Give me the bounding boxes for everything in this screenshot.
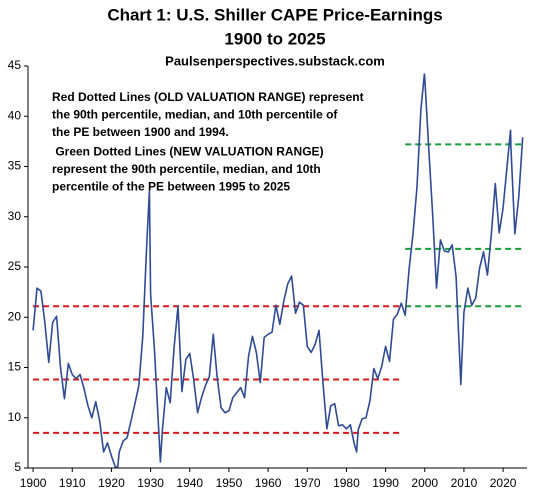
cape-line — [32, 73, 524, 468]
chart-subtitle: Paulsenperspectives.substack.com — [165, 53, 385, 68]
y-tick-label: 35 — [8, 159, 22, 173]
chart-title: Chart 1: U.S. Shiller CAPE Price-Earning… — [107, 5, 442, 24]
annotation: Green Dotted Lines (NEW VALUATION RANGE) — [52, 145, 324, 159]
x-tick-label: 1960 — [255, 476, 282, 490]
x-tick-label: 1920 — [98, 476, 125, 490]
annotation: percentile of the PE between 1995 to 202… — [52, 180, 290, 194]
x-tick-label: 1980 — [333, 476, 360, 490]
x-tick-label: 2010 — [451, 476, 478, 490]
chart-title: 1900 to 2025 — [224, 29, 325, 48]
x-tick-label: 1990 — [372, 476, 399, 490]
y-tick-label: 20 — [8, 309, 22, 323]
y-tick-label: 15 — [8, 360, 22, 374]
annotation: the 90th percentile, median, and 10th pe… — [52, 108, 338, 122]
y-tick-label: 45 — [8, 58, 22, 72]
y-tick-label: 10 — [8, 410, 22, 424]
x-tick-label: 1930 — [137, 476, 164, 490]
y-tick-label: 40 — [8, 108, 22, 122]
y-tick-label: 25 — [8, 259, 22, 273]
x-tick-label: 1950 — [216, 476, 243, 490]
x-tick-label: 2000 — [411, 476, 438, 490]
y-tick-label: 5 — [14, 460, 21, 474]
annotation: Red Dotted Lines (OLD VALUATION RANGE) r… — [52, 90, 364, 104]
annotation: the PE between 1900 and 1994. — [52, 125, 229, 139]
x-tick-label: 1910 — [59, 476, 86, 490]
annotation: represent the 90th percentile, median, a… — [52, 162, 321, 176]
x-tick-label: 1970 — [294, 476, 321, 490]
y-tick-label: 30 — [8, 209, 22, 223]
x-tick-label: 2020 — [490, 476, 517, 490]
x-tick-label: 1940 — [176, 476, 203, 490]
x-tick-label: 1900 — [20, 476, 47, 490]
